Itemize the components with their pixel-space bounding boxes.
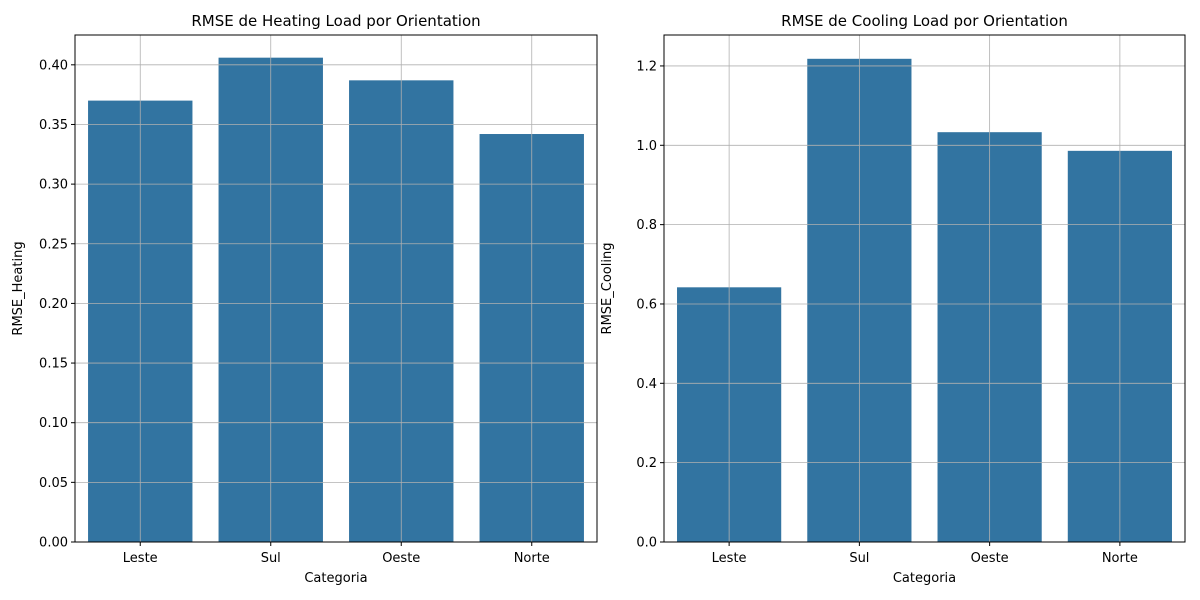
x-tick-label: Norte	[1102, 551, 1138, 566]
x-tick-label: Oeste	[382, 551, 420, 566]
y-tick-label: 0.35	[39, 118, 68, 133]
x-axis-label: Categoria	[304, 571, 367, 586]
x-tick-label: Leste	[123, 551, 158, 566]
y-tick-label: 0.0	[636, 536, 657, 551]
plot-frame	[74, 34, 598, 543]
y-axis-label: RMSE_Cooling	[600, 243, 615, 335]
y-tick-label: 0.6	[636, 297, 657, 312]
chart-title: RMSE de Cooling Load por Orientation	[781, 12, 1068, 30]
x-tick-label: Sul	[849, 551, 869, 566]
y-tick-label: 0.05	[39, 476, 68, 491]
y-tick-label: 0.00	[39, 536, 68, 551]
y-tick-label: 0.10	[39, 416, 68, 431]
x-tick-label: Sul	[261, 551, 281, 566]
x-tick-label: Oeste	[971, 551, 1009, 566]
y-tick-label: 0.4	[636, 377, 657, 392]
y-tick-label: 0.20	[39, 297, 68, 312]
y-tick-label: 0.8	[636, 218, 657, 233]
x-tick-label: Norte	[514, 551, 550, 566]
y-tick-label: 0.2	[636, 456, 657, 471]
y-tick-label: 0.25	[39, 237, 68, 252]
y-tick-label: 1.2	[636, 59, 657, 74]
x-axis-label: Categoria	[893, 571, 956, 586]
x-tick-label: Leste	[712, 551, 747, 566]
y-tick-label: 0.30	[39, 178, 68, 193]
chart-title: RMSE de Heating Load por Orientation	[191, 12, 480, 30]
plot-frame	[663, 34, 1186, 543]
y-tick-label: 0.15	[39, 357, 68, 372]
y-axis-label: RMSE_Heating	[11, 241, 26, 335]
chart-panel-2: 0.0 0.2 0.4 0.6 0.8 1.0 1.2 Leste Sul Oeste Norte R…	[600, 12, 1186, 586]
y-tick-label: 1.0	[636, 139, 657, 154]
chart-panel-1: 0.00 0.05 0.10 0.15 0.20 0.25 0.30 0.35 0.40 Lest…	[11, 12, 598, 586]
y-tick-label: 0.40	[39, 58, 68, 73]
